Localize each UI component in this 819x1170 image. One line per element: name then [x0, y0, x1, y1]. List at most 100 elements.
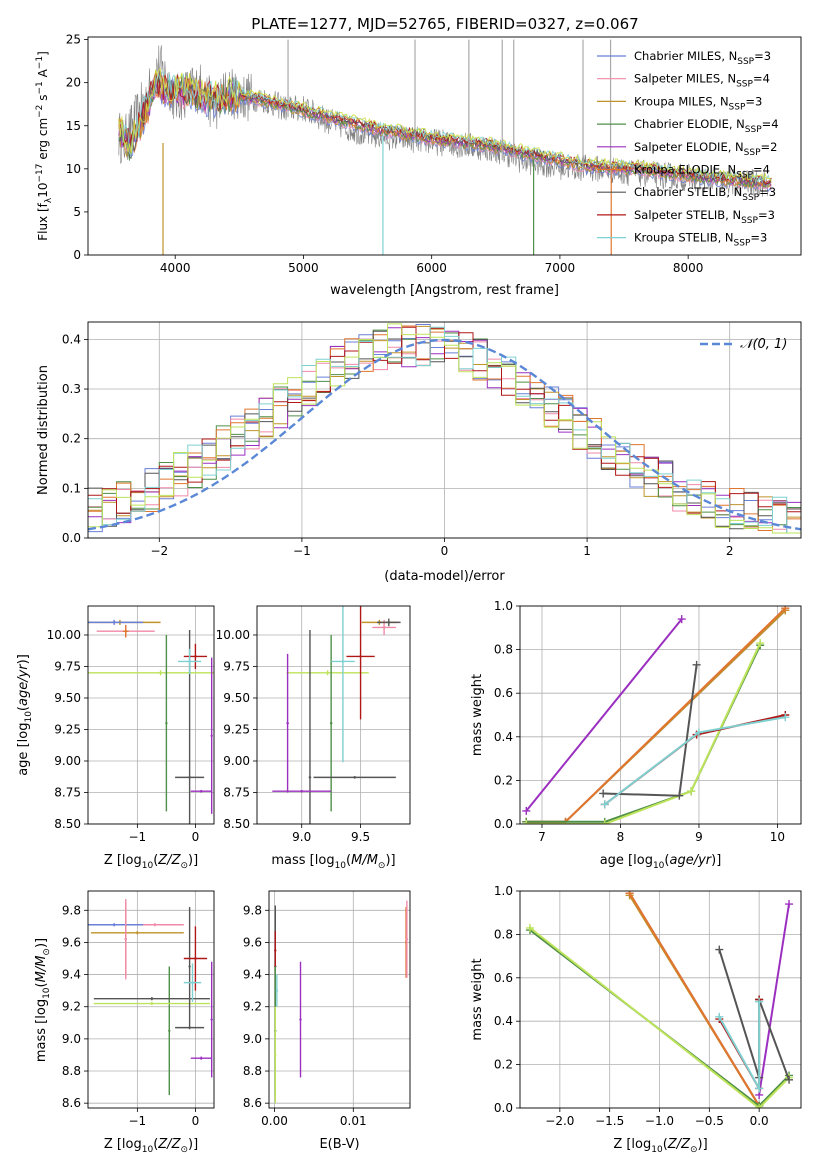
- y-tick-label: 0.0: [62, 531, 81, 545]
- data-point: [341, 660, 345, 663]
- label-part: ⊙: [378, 861, 386, 871]
- data-point: [329, 721, 333, 725]
- y-tick-label: 20: [66, 76, 81, 90]
- label-part: Salpeter STELIB, N: [634, 208, 741, 222]
- grid: [88, 606, 214, 824]
- data-point: [194, 957, 197, 960]
- y-tick-label: 9.00: [223, 754, 250, 768]
- mass_vs_Z-plot-area: [88, 891, 214, 1108]
- data-point: [150, 997, 154, 1000]
- y-tick-label: 1.0: [494, 599, 513, 613]
- label-part: SSP: [741, 216, 758, 226]
- axes-frame: [268, 890, 411, 1109]
- data-point: [382, 626, 386, 629]
- data-point: [274, 949, 277, 952]
- x-tick-label: 6000: [416, 261, 447, 275]
- y-tick-label: 8.75: [223, 785, 250, 799]
- label-part: Z/Z: [157, 1137, 181, 1152]
- y-axis-label: mass weight: [470, 958, 485, 1040]
- y-tick-label: 5: [73, 205, 81, 219]
- data-point: [200, 790, 203, 793]
- label-part: 10: [142, 861, 154, 871]
- data-point: [188, 776, 191, 779]
- x-tick-label: −2: [150, 544, 168, 558]
- weight-point-marker: [522, 820, 531, 824]
- label-part: =4: [762, 117, 779, 131]
- y-tick-label: 8.6: [62, 1096, 81, 1110]
- label-part: =3: [758, 208, 775, 222]
- label-part: 10: [142, 1145, 154, 1155]
- label-part: )]: [698, 1137, 708, 1152]
- weight-series-line: [529, 927, 790, 1108]
- x-tick-label: 0: [441, 544, 449, 558]
- label-part: −1: [35, 81, 45, 94]
- legend-label: Salpeter ELODIE, NSSP=2: [634, 140, 777, 158]
- y-tick-label: 10.00: [216, 628, 250, 642]
- x-axis-label: age [log10(age/yr)]: [600, 853, 722, 871]
- weight-point-marker: [755, 1104, 764, 1108]
- label-part: ]: [36, 51, 50, 56]
- y-tick-label: 0.4: [494, 730, 513, 744]
- y-tick-label: 0: [73, 248, 81, 262]
- age_vs_mass-plot-area: [257, 606, 410, 824]
- mass_weight_vs_Z-plot-area: [520, 891, 801, 1108]
- y-tick-label: 10.00: [47, 628, 81, 642]
- data-point: [136, 931, 139, 934]
- label-part: 10: [42, 987, 52, 999]
- data-point: [188, 1026, 191, 1029]
- label-part: (: [346, 853, 351, 868]
- y-tick-label: 0.0: [494, 1101, 513, 1115]
- label-part: age [log: [16, 723, 31, 776]
- label-part: ⊙: [690, 1145, 698, 1155]
- x-tick-label: 0.01: [340, 1114, 367, 1128]
- x-tick-label: 9.5: [351, 830, 370, 844]
- axes-frame: [87, 890, 215, 1109]
- y-tick-label: 0.8: [494, 927, 513, 941]
- y-tick-label: 0.1: [62, 481, 81, 495]
- weight-series-line: [525, 618, 683, 812]
- x-tick-label: 8: [617, 830, 625, 844]
- weight-point-marker: [677, 615, 686, 624]
- label-part: )]: [188, 853, 198, 868]
- label-part: A: [36, 68, 50, 81]
- y-tick-label: 9.8: [243, 903, 262, 917]
- label-part: Kroupa ELODIE, N: [634, 163, 736, 177]
- weight-series-line: [758, 903, 790, 1096]
- weight-point-marker: [522, 806, 531, 815]
- y-tick-label: 9.2: [243, 1000, 262, 1014]
- mass_vs_EBV-axes: 0.00 0.01 8.6 8.8 9.0 9.2 9.4 9.6 9.8 E(B-V): [243, 890, 411, 1152]
- y-tick-label: 9.25: [54, 722, 81, 736]
- legend-label: Chabrier ELODIE, NSSP=4: [634, 117, 779, 135]
- label-part: age/yr: [16, 663, 31, 706]
- y-tick-label: 8.6: [243, 1096, 262, 1110]
- axes-frame: [519, 605, 802, 825]
- data-point: [153, 923, 156, 926]
- weight-point-marker: [785, 900, 794, 909]
- y-tick-label: 0.2: [494, 773, 513, 787]
- x-tick-label: 0.0: [750, 1114, 769, 1128]
- legend-label: Kroupa ELODIE, NSSP=4: [634, 163, 770, 181]
- data-point: [353, 776, 356, 779]
- weight-point-marker: [715, 945, 724, 954]
- label-part: M/M: [34, 956, 49, 983]
- data-point: [387, 621, 391, 624]
- y-tick-label: 9.75: [223, 659, 250, 673]
- axes-frame: [87, 605, 215, 825]
- x-tick-label: 5000: [288, 261, 319, 275]
- data-point: [308, 776, 312, 779]
- y-tick-label: 0.2: [494, 1058, 513, 1072]
- x-tick-label: 9: [695, 830, 703, 844]
- y-tick-label: 8.8: [243, 1064, 262, 1078]
- label-part: SSP: [736, 171, 753, 181]
- y-axis-label: mass weight: [470, 674, 485, 756]
- weight-point-marker: [755, 1084, 764, 1093]
- residuals-axes: −2 −1 0 1 2 0.0 0.1 0.2 0.3 0.4 (data-model)/error…: [36, 321, 802, 584]
- y-tick-label: 9.0: [243, 1032, 262, 1046]
- label-part: )]: [188, 1137, 198, 1152]
- y-tick-label: 25: [66, 33, 81, 47]
- y-axis-label: Normed distribution: [36, 365, 51, 495]
- label-part: 10: [653, 861, 665, 871]
- label-part: (: [16, 706, 31, 711]
- data-point: [299, 1018, 302, 1021]
